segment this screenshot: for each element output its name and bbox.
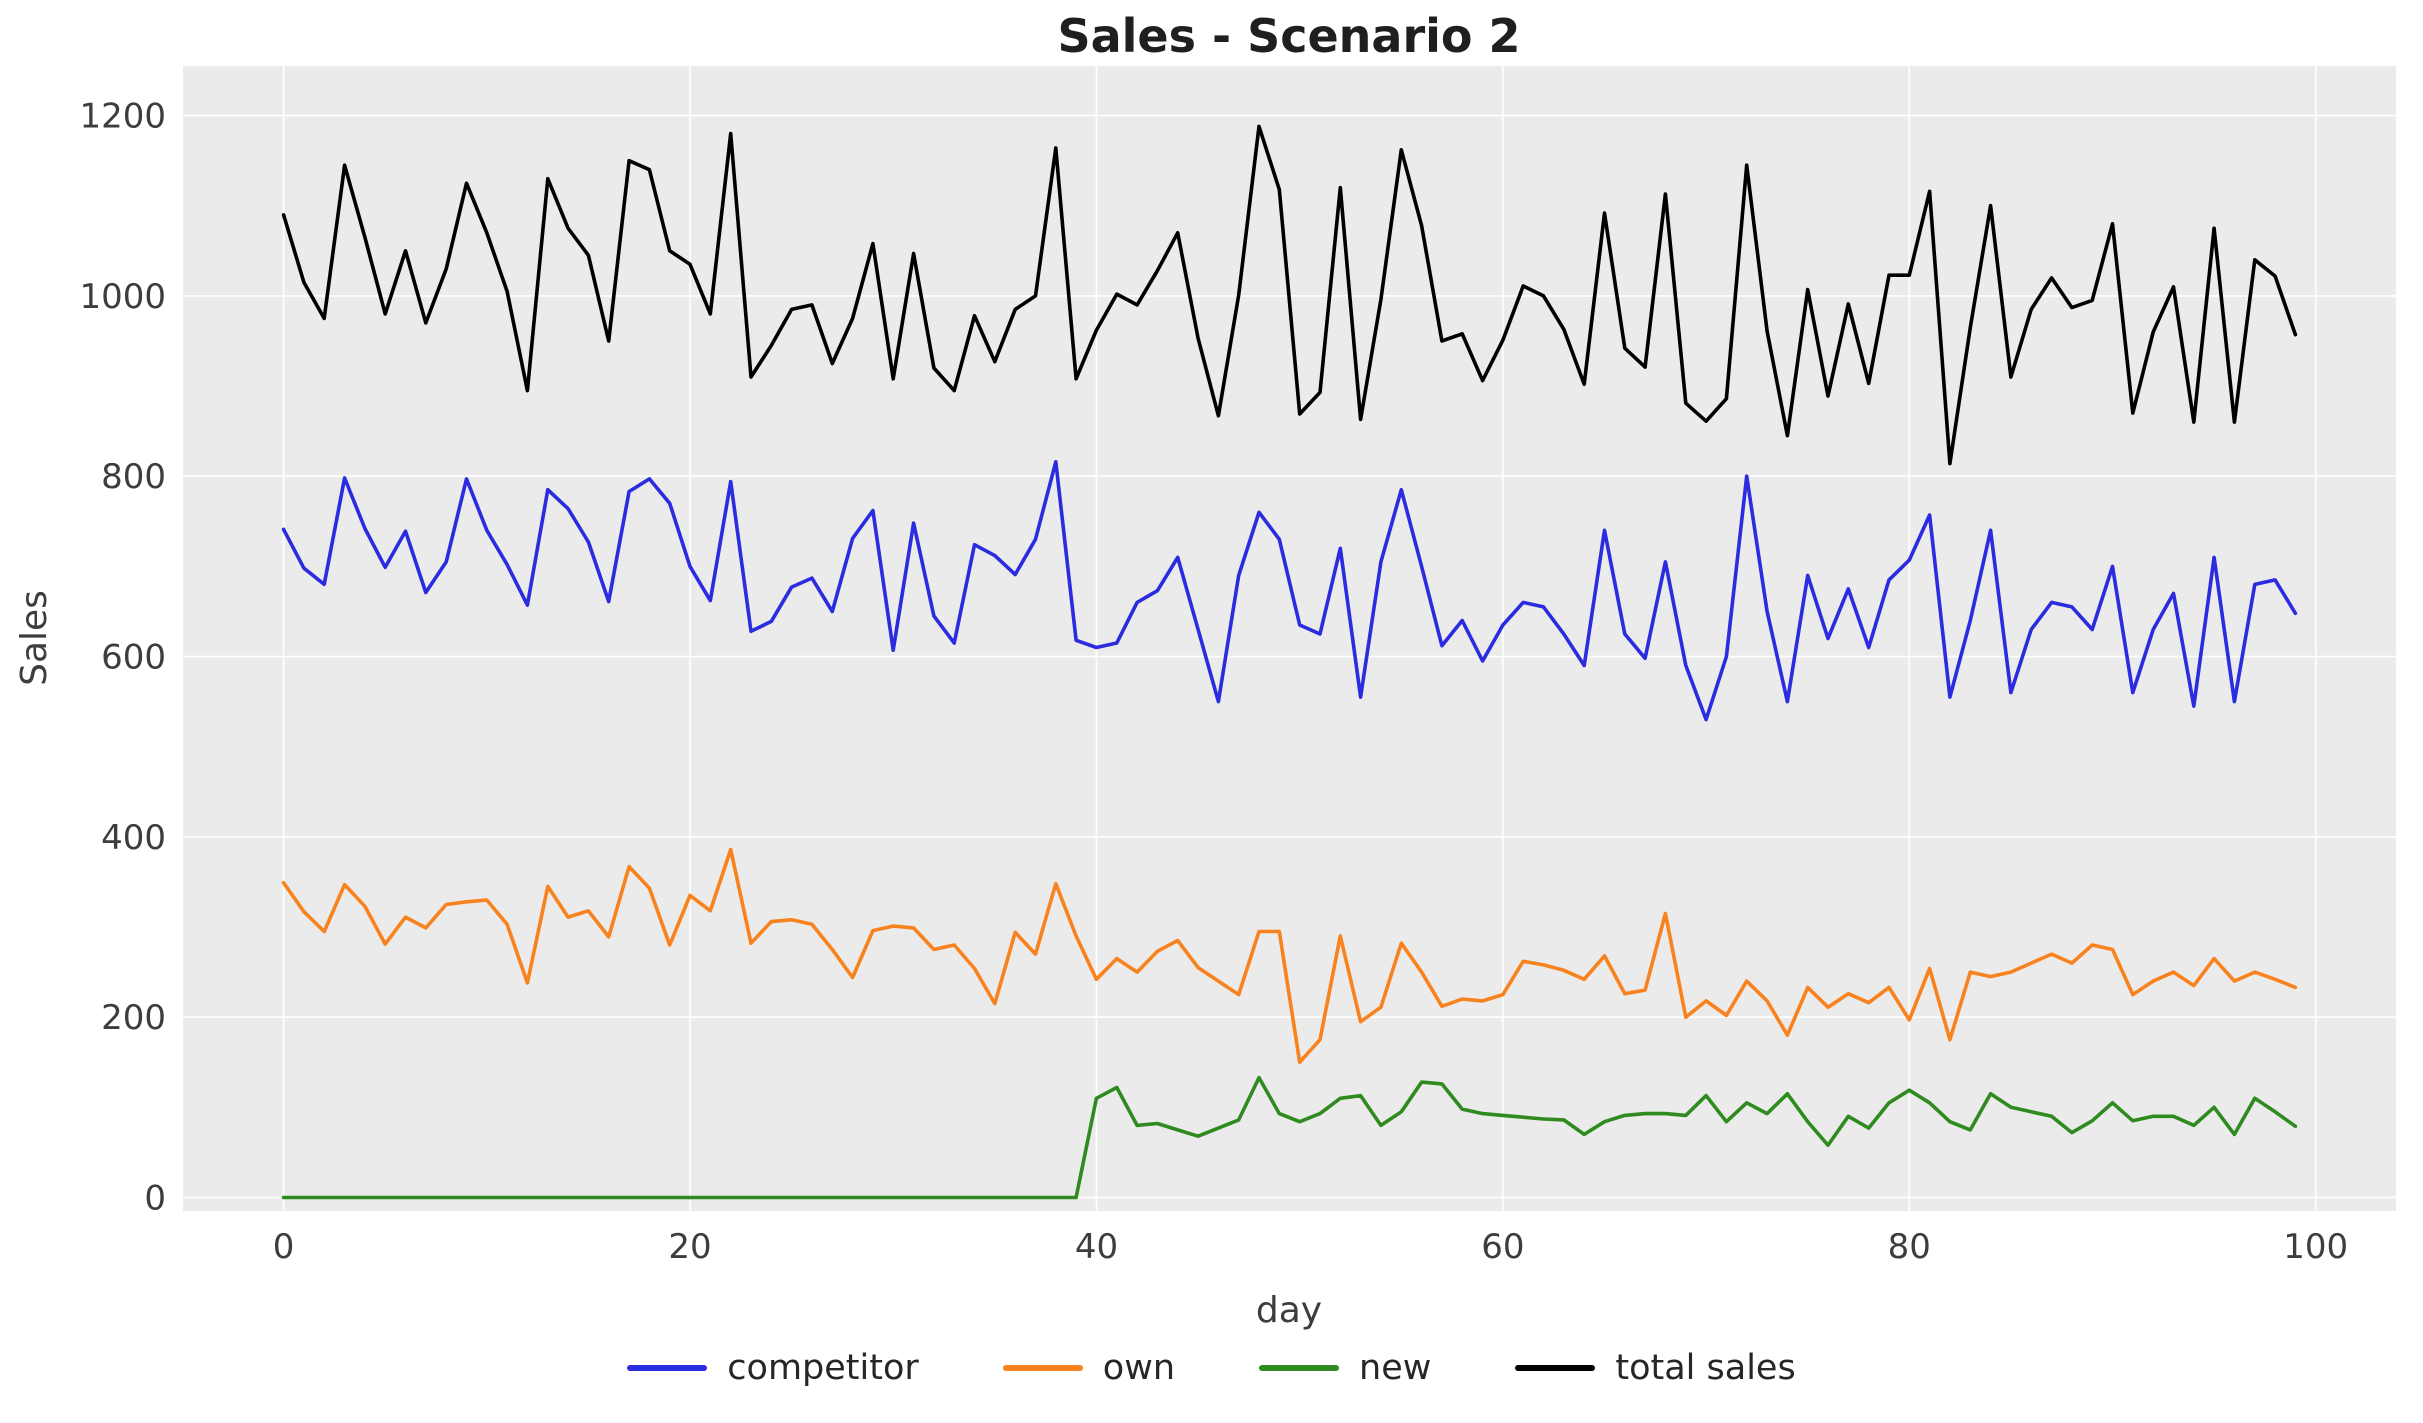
y-axis-label: Sales [14,590,55,686]
series-line-total-sales [281,124,2298,466]
y-tick-label: 200 [101,998,166,1038]
series-line-competitor [281,459,2298,722]
series-line-own [281,847,2298,1064]
legend-item-new: new [1259,1348,1431,1388]
legend-label: total sales [1615,1348,1796,1388]
legend-swatch-new-icon [1259,1365,1340,1371]
legend-swatch-total-sales-icon [1515,1365,1596,1371]
series-line-new [281,1075,2298,1200]
y-tick-label: 400 [101,818,166,858]
x-gridlines [282,66,2317,1211]
y-tick-label: 1000 [79,277,166,317]
legend-item-own: own [1002,1348,1176,1388]
data-series-lines [281,124,2298,1200]
legend-item-competitor: competitor [627,1348,919,1388]
x-tick-label: 0 [273,1227,295,1267]
y-tick-label: 0 [144,1178,166,1218]
x-tick-label: 100 [2283,1227,2348,1267]
legend-swatch-competitor-icon [627,1365,708,1371]
legend: competitor own new total sales [0,1348,2423,1388]
x-tick-label: 40 [1075,1227,1118,1267]
y-tick-label: 800 [101,457,166,497]
legend-swatch-own-icon [1002,1365,1083,1371]
x-tick-label: 80 [1888,1227,1931,1267]
legend-label: own [1102,1348,1176,1388]
y-axis-tick-labels: 0 200 400 600 800 1000 1200 [79,97,166,1219]
legend-label: competitor [727,1348,919,1388]
x-axis-tick-labels: 0 20 40 60 80 100 [273,1227,2348,1267]
x-tick-label: 20 [668,1227,711,1267]
legend-label: new [1359,1348,1432,1388]
y-tick-label: 600 [101,638,166,678]
x-tick-label: 60 [1481,1227,1524,1267]
plot-area [183,66,2396,1211]
legend-item-total-sales: total sales [1515,1348,1796,1388]
x-axis-label: day [1256,1290,1322,1331]
chart-title: Sales - Scenario 2 [1057,9,1520,63]
y-tick-label: 1200 [79,97,166,137]
